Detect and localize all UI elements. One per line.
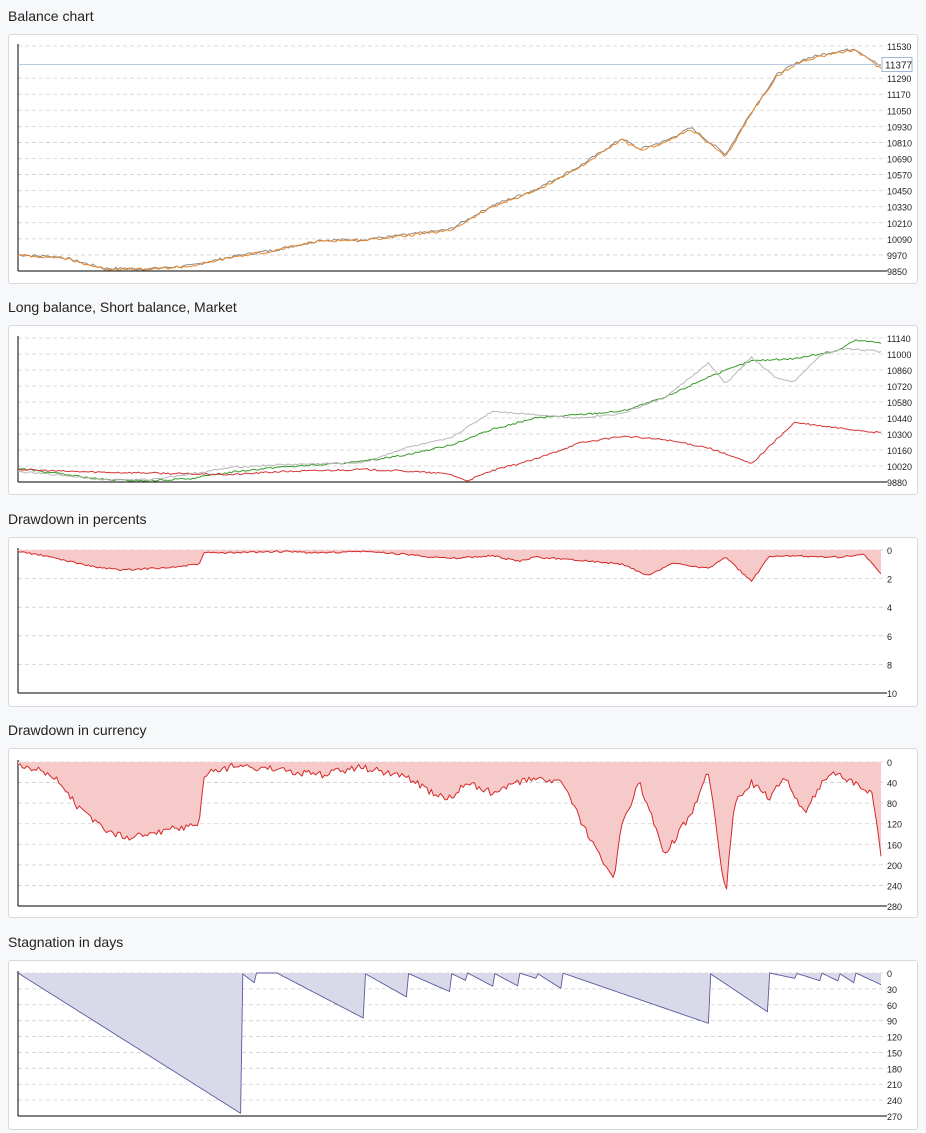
balance-chart-panel: 11530 11290 11170 11050 10930 10810 10690 10570… bbox=[8, 34, 918, 284]
balance-chart-title: Balance chart bbox=[8, 8, 94, 24]
y-tick-label: 30 bbox=[887, 985, 897, 995]
y-tick-label: 120 bbox=[887, 1033, 902, 1043]
drawdown-percent-panel: 0 2 4 6 8 10 bbox=[8, 537, 918, 707]
series-line bbox=[17, 972, 882, 1114]
current-value-label: 11377 bbox=[885, 60, 913, 71]
y-tick-label: 280 bbox=[887, 902, 902, 912]
drawdown-currency-chart: 0 40 80 120 160 200 240 280 bbox=[17, 758, 902, 912]
y-tick-label: 11050 bbox=[887, 106, 911, 116]
series-line bbox=[17, 421, 881, 482]
y-tick-label: 4 bbox=[887, 603, 892, 613]
stagnation-chart: 0 30 60 90 120 150 180 210 240 270 bbox=[17, 969, 902, 1122]
y-tick-label: 180 bbox=[887, 1064, 902, 1074]
y-tick-label: 10930 bbox=[887, 122, 912, 132]
long-short-chart: 11140 11000 10860 10720 10580 10440 10300 10160… bbox=[17, 334, 912, 488]
y-tick-label: 0 bbox=[887, 969, 892, 979]
drawdown-percent-chart: 0 2 4 6 8 10 bbox=[17, 546, 897, 699]
y-tick-label: 10690 bbox=[887, 155, 912, 165]
stagnation-title: Stagnation in days bbox=[8, 934, 124, 950]
y-tick-label: 10210 bbox=[887, 219, 912, 229]
y-tick-label: 80 bbox=[887, 799, 897, 809]
y-tick-label: 160 bbox=[887, 840, 902, 850]
y-tick-label: 10090 bbox=[887, 235, 912, 245]
y-tick-label: 240 bbox=[887, 881, 902, 891]
y-tick-label: 120 bbox=[887, 820, 902, 830]
y-tick-label: 10330 bbox=[887, 203, 912, 213]
series-line bbox=[17, 347, 882, 481]
y-tick-label: 10 bbox=[887, 689, 897, 699]
y-tick-label: 11530 bbox=[887, 42, 911, 52]
y-tick-label: 10580 bbox=[887, 398, 912, 408]
y-tick-label: 60 bbox=[887, 1001, 897, 1011]
y-tick-label: 6 bbox=[887, 632, 892, 642]
series-line bbox=[17, 762, 882, 890]
long-short-title: Long balance, Short balance, Market bbox=[8, 299, 237, 315]
y-tick-label: 10810 bbox=[887, 138, 912, 148]
series-line bbox=[17, 48, 882, 271]
y-tick-label: 10720 bbox=[887, 382, 912, 392]
y-tick-label: 210 bbox=[887, 1080, 902, 1090]
y-tick-label: 10160 bbox=[887, 446, 912, 456]
stagnation-panel: 0 30 60 90 120 150 180 210 240 270 bbox=[8, 960, 918, 1130]
y-tick-label: 10570 bbox=[887, 171, 912, 181]
drawdown-percent-title: Drawdown in percents bbox=[8, 511, 147, 527]
series-line bbox=[17, 550, 882, 582]
current-value-box bbox=[881, 56, 913, 72]
y-tick-label: 11000 bbox=[887, 350, 911, 360]
y-tick-label: 9970 bbox=[887, 251, 907, 261]
y-tick-label: 0 bbox=[887, 758, 892, 768]
series-area bbox=[18, 973, 881, 1114]
y-tick-label: 270 bbox=[887, 1112, 902, 1122]
y-tick-label: 10020 bbox=[887, 462, 912, 472]
y-tick-label: 200 bbox=[887, 861, 902, 871]
y-tick-label: 10450 bbox=[887, 187, 912, 197]
y-tick-label: 8 bbox=[887, 660, 892, 670]
drawdown-currency-title: Drawdown in currency bbox=[8, 722, 147, 738]
long-short-panel: 11140 11000 10860 10720 10580 10440 10300 10160… bbox=[8, 325, 918, 495]
drawdown-currency-panel: 0 40 80 120 160 200 240 280 bbox=[8, 748, 918, 918]
y-tick-label: 11140 bbox=[887, 334, 911, 344]
series-area bbox=[18, 762, 881, 889]
y-tick-label: 40 bbox=[887, 779, 897, 789]
y-tick-label: 240 bbox=[887, 1096, 902, 1106]
y-tick-label: 0 bbox=[887, 546, 892, 556]
balance-chart: 11530 11290 11170 11050 10930 10810 10690 10570… bbox=[17, 42, 913, 277]
y-tick-label: 11290 bbox=[887, 74, 911, 84]
y-tick-label: 11170 bbox=[887, 90, 911, 100]
y-tick-label: 150 bbox=[887, 1048, 902, 1058]
y-tick-label: 10440 bbox=[887, 414, 912, 424]
y-tick-label: 9850 bbox=[887, 267, 907, 277]
y-tick-label: 90 bbox=[887, 1017, 897, 1027]
y-tick-label: 10860 bbox=[887, 366, 912, 376]
y-tick-label: 10300 bbox=[887, 430, 912, 440]
y-tick-label: 2 bbox=[887, 575, 892, 585]
y-tick-label: 9880 bbox=[887, 478, 907, 488]
series-line bbox=[17, 339, 882, 482]
series-area bbox=[18, 550, 881, 582]
series-line bbox=[17, 48, 882, 271]
